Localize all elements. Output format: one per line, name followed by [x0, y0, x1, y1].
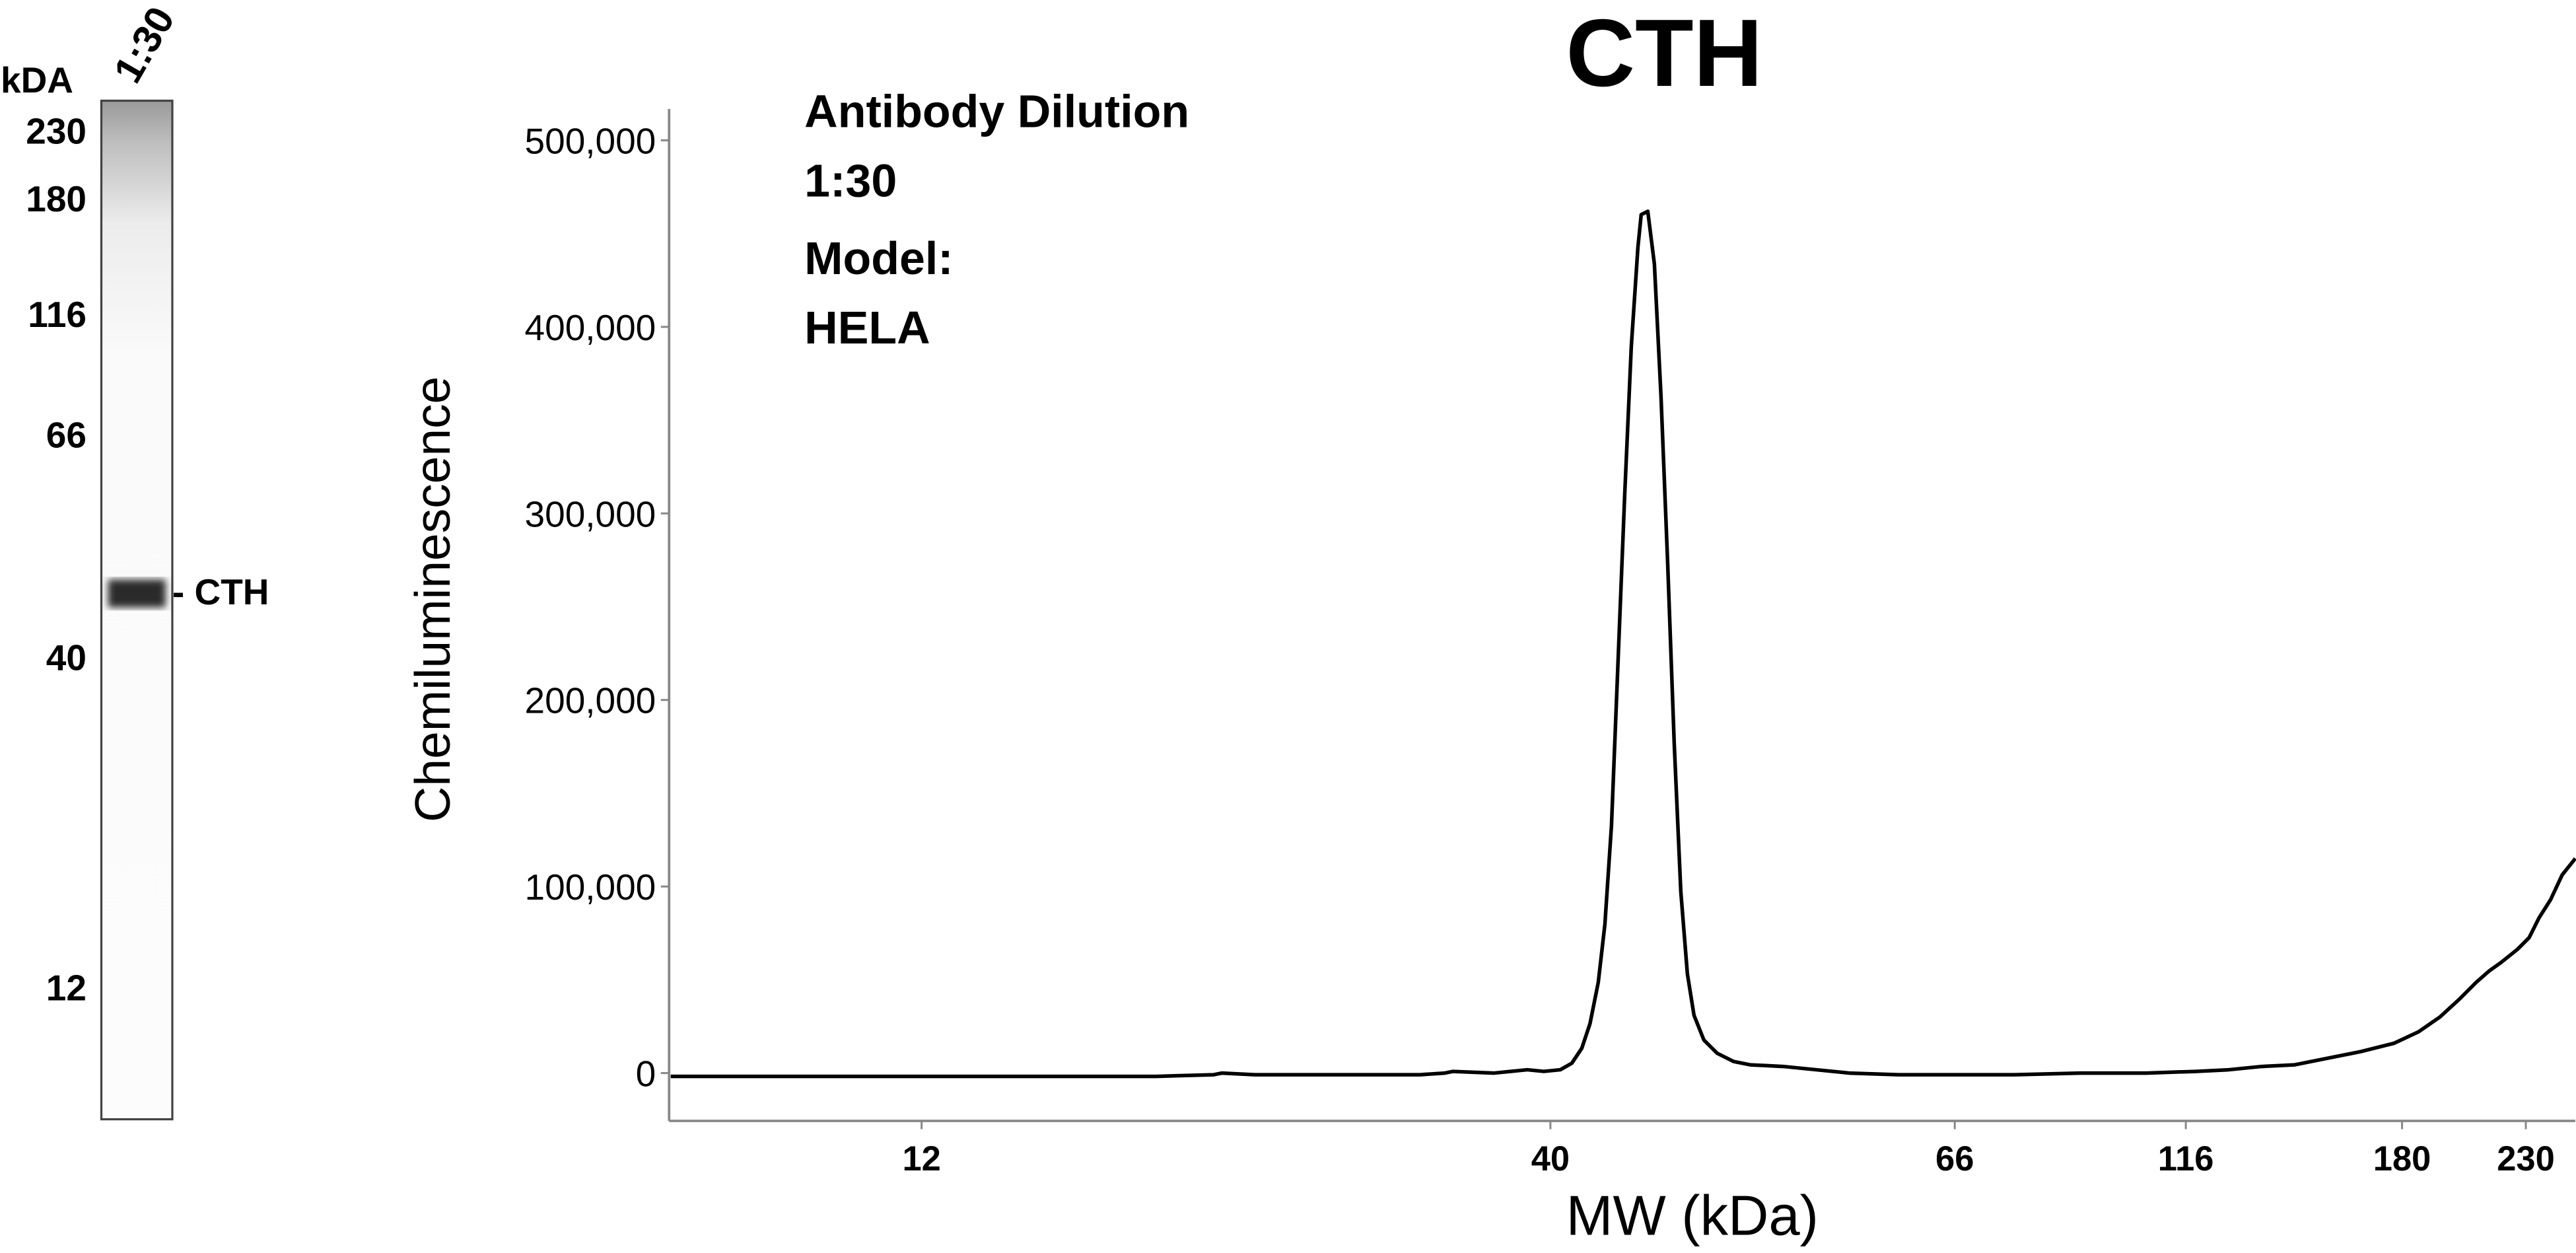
annotation-model-value: HELA	[804, 302, 930, 353]
x-tick-label-180: 180	[2373, 1139, 2431, 1178]
cth-band	[108, 579, 166, 608]
marker-40: 40	[46, 637, 87, 678]
marker-12: 12	[46, 968, 87, 1009]
gel-lane	[100, 99, 174, 1121]
marker-180: 180	[26, 178, 87, 219]
x-tick-label-230: 230	[2497, 1139, 2555, 1178]
x-axis-title: MW (kDa)	[1566, 1185, 1819, 1248]
marker-66: 66	[46, 414, 87, 455]
y-ticks: 500,000 400,000 300,000 200,000 100,000 …	[525, 120, 670, 1094]
y-tick-label-500000: 500,000	[525, 120, 656, 161]
x-tick-label-12: 12	[902, 1139, 940, 1178]
band-label: - CTH	[172, 571, 269, 612]
gel-unit-label: kDA	[1, 59, 73, 100]
y-tick-label-400000: 400,000	[525, 307, 656, 348]
marker-230: 230	[26, 110, 87, 151]
x-ticks: 12 40 66 116 180 230	[902, 1121, 2555, 1178]
chemiluminescence-trace	[670, 209, 2576, 1079]
x-tick-label-116: 116	[2158, 1139, 2214, 1178]
annotation-antibody-dilution: Antibody Dilution	[804, 85, 1189, 137]
annotation-model-label: Model:	[804, 233, 953, 284]
chart-panel: CTH Antibody Dilution 1:30 Model: HELA 5…	[405, 0, 2576, 1248]
x-tick-label-66: 66	[1935, 1139, 1974, 1178]
marker-116: 116	[28, 294, 87, 335]
y-tick-label-300000: 300,000	[525, 493, 656, 534]
annotation-dilution-value: 1:30	[804, 155, 897, 206]
gel-panel: kDA 1:30 230 180 116 66 40 12 - CTH	[1, 0, 269, 1121]
x-tick-label-40: 40	[1531, 1139, 1570, 1178]
y-axis-title: Chemiluminescence	[405, 376, 460, 822]
chart-title: CTH	[1566, 0, 1762, 106]
y-tick-label-200000: 200,000	[525, 680, 656, 721]
y-tick-label-0: 0	[636, 1054, 656, 1094]
y-tick-label-100000: 100,000	[525, 867, 656, 908]
lane-label: 1:30	[105, 0, 183, 90]
